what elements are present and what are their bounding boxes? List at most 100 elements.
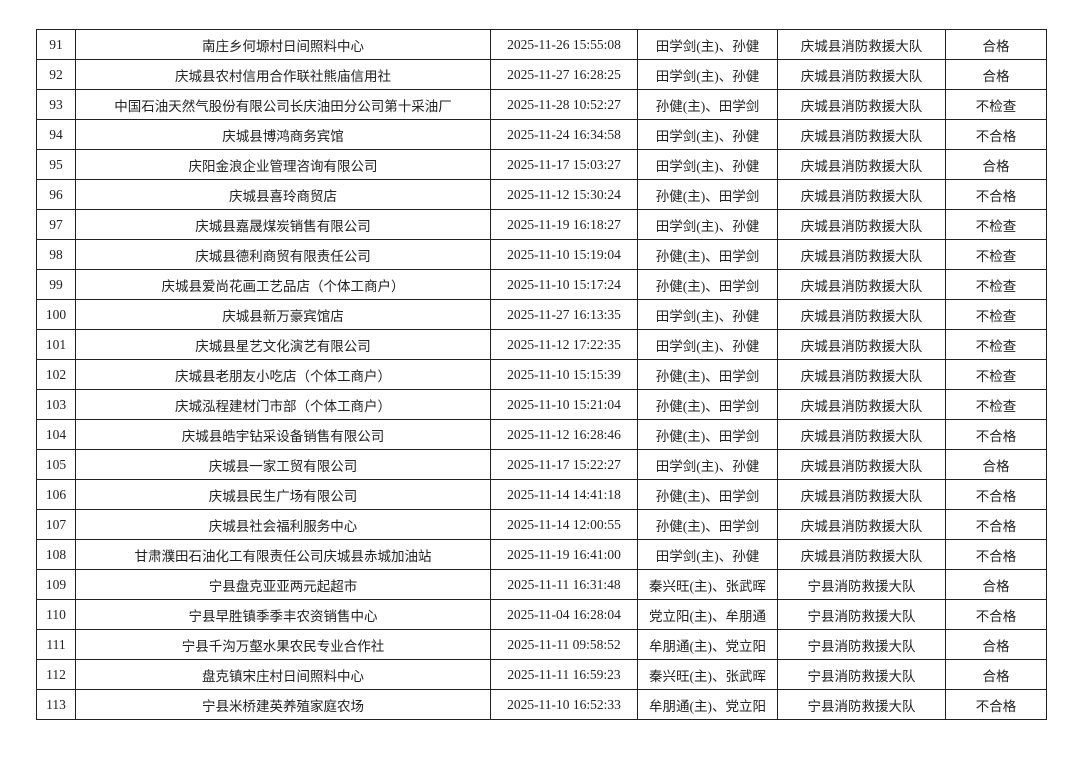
- inspection-result: 合格: [945, 569, 1047, 600]
- inspection-result: 不检查: [945, 359, 1047, 390]
- inspection-time: 2025-11-10 15:21:04: [490, 389, 638, 420]
- inspection-result: 不合格: [945, 419, 1047, 450]
- table-row: 108 甘肃濮田石油化工有限责任公司庆城县赤城加油站 2025-11-19 16:4…: [36, 539, 1047, 570]
- inspectors: 牟朋通(主)、党立阳: [637, 689, 778, 720]
- unit-name: 庆城县嘉晟煤炭销售有限公司: [75, 209, 491, 240]
- inspectors: 秦兴旺(主)、张武晖: [637, 659, 778, 690]
- unit-name: 庆城县农村信用合作联社熊庙信用社: [75, 59, 491, 90]
- fire-brigade: 庆城县消防救援大队: [777, 359, 946, 390]
- inspection-result: 不合格: [945, 509, 1047, 540]
- row-number: 99: [36, 269, 76, 300]
- row-number: 92: [36, 59, 76, 90]
- table-row: 106 庆城县民生广场有限公司 2025-11-14 14:41:18 孙健(主)、田…: [36, 479, 1047, 510]
- row-number: 94: [36, 119, 76, 150]
- row-number: 110: [36, 599, 76, 630]
- row-number: 107: [36, 509, 76, 540]
- inspectors: 田学剑(主)、孙健: [637, 449, 778, 480]
- inspection-table: 91 南庄乡何塬村日间照料中心 2025-11-26 15:55:08 田学剑(主)、…: [36, 29, 1047, 720]
- inspection-time: 2025-11-11 09:58:52: [490, 629, 638, 660]
- inspectors: 孙健(主)、田学剑: [637, 509, 778, 540]
- inspection-result: 不合格: [945, 539, 1047, 570]
- inspectors: 孙健(主)、田学剑: [637, 269, 778, 300]
- fire-brigade: 宁县消防救援大队: [777, 599, 946, 630]
- inspectors: 秦兴旺(主)、张武晖: [637, 569, 778, 600]
- inspection-time: 2025-11-12 15:30:24: [490, 179, 638, 210]
- inspection-result: 不合格: [945, 119, 1047, 150]
- inspectors: 田学剑(主)、孙健: [637, 59, 778, 90]
- fire-brigade: 宁县消防救援大队: [777, 659, 946, 690]
- inspection-result: 不检查: [945, 89, 1047, 120]
- unit-name: 庆城县喜玲商贸店: [75, 179, 491, 210]
- row-number: 97: [36, 209, 76, 240]
- row-number: 111: [36, 629, 76, 660]
- inspection-result: 不检查: [945, 299, 1047, 330]
- fire-brigade: 庆城县消防救援大队: [777, 119, 946, 150]
- fire-brigade: 宁县消防救援大队: [777, 569, 946, 600]
- inspection-result: 不合格: [945, 479, 1047, 510]
- unit-name: 庆城县博鸿商务宾馆: [75, 119, 491, 150]
- unit-name: 南庄乡何塬村日间照料中心: [75, 29, 491, 60]
- table-row: 91 南庄乡何塬村日间照料中心 2025-11-26 15:55:08 田学剑(主)、…: [36, 29, 1047, 60]
- table-row: 102 庆城县老朋友小吃店（个体工商户） 2025-11-10 15:15:39 孙健…: [36, 359, 1047, 390]
- unit-name: 宁县早胜镇季季丰农资销售中心: [75, 599, 491, 630]
- inspection-time: 2025-11-11 16:59:23: [490, 659, 638, 690]
- fire-brigade: 庆城县消防救援大队: [777, 509, 946, 540]
- unit-name: 宁县盘克亚亚两元起超市: [75, 569, 491, 600]
- fire-brigade: 庆城县消防救援大队: [777, 479, 946, 510]
- fire-brigade: 庆城县消防救援大队: [777, 389, 946, 420]
- unit-name: 庆城县老朋友小吃店（个体工商户）: [75, 359, 491, 390]
- inspection-result: 合格: [945, 449, 1047, 480]
- inspection-time: 2025-11-10 15:17:24: [490, 269, 638, 300]
- unit-name: 庆城县爱尚花画工艺品店（个体工商户）: [75, 269, 491, 300]
- table-row: 101 庆城县星艺文化演艺有限公司 2025-11-12 17:22:35 田学剑(主…: [36, 329, 1047, 360]
- inspection-time: 2025-11-10 15:15:39: [490, 359, 638, 390]
- fire-brigade: 庆城县消防救援大队: [777, 449, 946, 480]
- inspectors: 孙健(主)、田学剑: [637, 479, 778, 510]
- inspection-result: 合格: [945, 629, 1047, 660]
- inspection-time: 2025-11-14 12:00:55: [490, 509, 638, 540]
- fire-brigade: 庆城县消防救援大队: [777, 329, 946, 360]
- inspection-time: 2025-11-10 16:52:33: [490, 689, 638, 720]
- unit-name: 宁县米桥建英养殖家庭农场: [75, 689, 491, 720]
- table-row: 100 庆城县新万豪宾馆店 2025-11-27 16:13:35 田学剑(主)、孙健…: [36, 299, 1047, 330]
- unit-name: 甘肃濮田石油化工有限责任公司庆城县赤城加油站: [75, 539, 491, 570]
- inspection-time: 2025-11-27 16:13:35: [490, 299, 638, 330]
- table-row: 112 盘克镇宋庄村日间照料中心 2025-11-11 16:59:23 秦兴旺(主)…: [36, 659, 1047, 690]
- unit-name: 庆城县一家工贸有限公司: [75, 449, 491, 480]
- row-number: 105: [36, 449, 76, 480]
- inspection-time: 2025-11-17 15:22:27: [490, 449, 638, 480]
- row-number: 113: [36, 689, 76, 720]
- inspection-time: 2025-11-12 16:28:46: [490, 419, 638, 450]
- inspection-result: 不合格: [945, 599, 1047, 630]
- row-number: 100: [36, 299, 76, 330]
- row-number: 95: [36, 149, 76, 180]
- table-row: 96 庆城县喜玲商贸店 2025-11-12 15:30:24 孙健(主)、田学剑 庆城…: [36, 179, 1047, 210]
- unit-name: 宁县千沟万壑水果农民专业合作社: [75, 629, 491, 660]
- fire-brigade: 庆城县消防救援大队: [777, 29, 946, 60]
- row-number: 102: [36, 359, 76, 390]
- fire-brigade: 庆城县消防救援大队: [777, 539, 946, 570]
- inspectors: 田学剑(主)、孙健: [637, 299, 778, 330]
- inspectors: 孙健(主)、田学剑: [637, 419, 778, 450]
- inspection-result: 合格: [945, 59, 1047, 90]
- table-row: 111 宁县千沟万壑水果农民专业合作社 2025-11-11 09:58:52 牟朋通…: [36, 629, 1047, 660]
- table-row: 92 庆城县农村信用合作联社熊庙信用社 2025-11-27 16:28:25 田学剑…: [36, 59, 1047, 90]
- inspection-result: 不检查: [945, 239, 1047, 270]
- table-row: 104 庆城县皓宇钻采设备销售有限公司 2025-11-12 16:28:46 孙健(…: [36, 419, 1047, 450]
- fire-brigade: 庆城县消防救援大队: [777, 239, 946, 270]
- fire-brigade: 庆城县消防救援大队: [777, 179, 946, 210]
- fire-brigade: 庆城县消防救援大队: [777, 269, 946, 300]
- fire-brigade: 庆城县消防救援大队: [777, 419, 946, 450]
- unit-name: 庆城泓程建材门市部（个体工商户）: [75, 389, 491, 420]
- row-number: 112: [36, 659, 76, 690]
- row-number: 101: [36, 329, 76, 360]
- unit-name: 庆城县新万豪宾馆店: [75, 299, 491, 330]
- inspection-time: 2025-11-14 14:41:18: [490, 479, 638, 510]
- row-number: 103: [36, 389, 76, 420]
- table-row: 99 庆城县爱尚花画工艺品店（个体工商户） 2025-11-10 15:17:24 孙…: [36, 269, 1047, 300]
- inspection-result: 不合格: [945, 179, 1047, 210]
- inspection-result: 合格: [945, 149, 1047, 180]
- inspection-result: 不合格: [945, 689, 1047, 720]
- fire-brigade: 庆城县消防救援大队: [777, 149, 946, 180]
- table-row: 107 庆城县社会福利服务中心 2025-11-14 12:00:55 孙健(主)、田…: [36, 509, 1047, 540]
